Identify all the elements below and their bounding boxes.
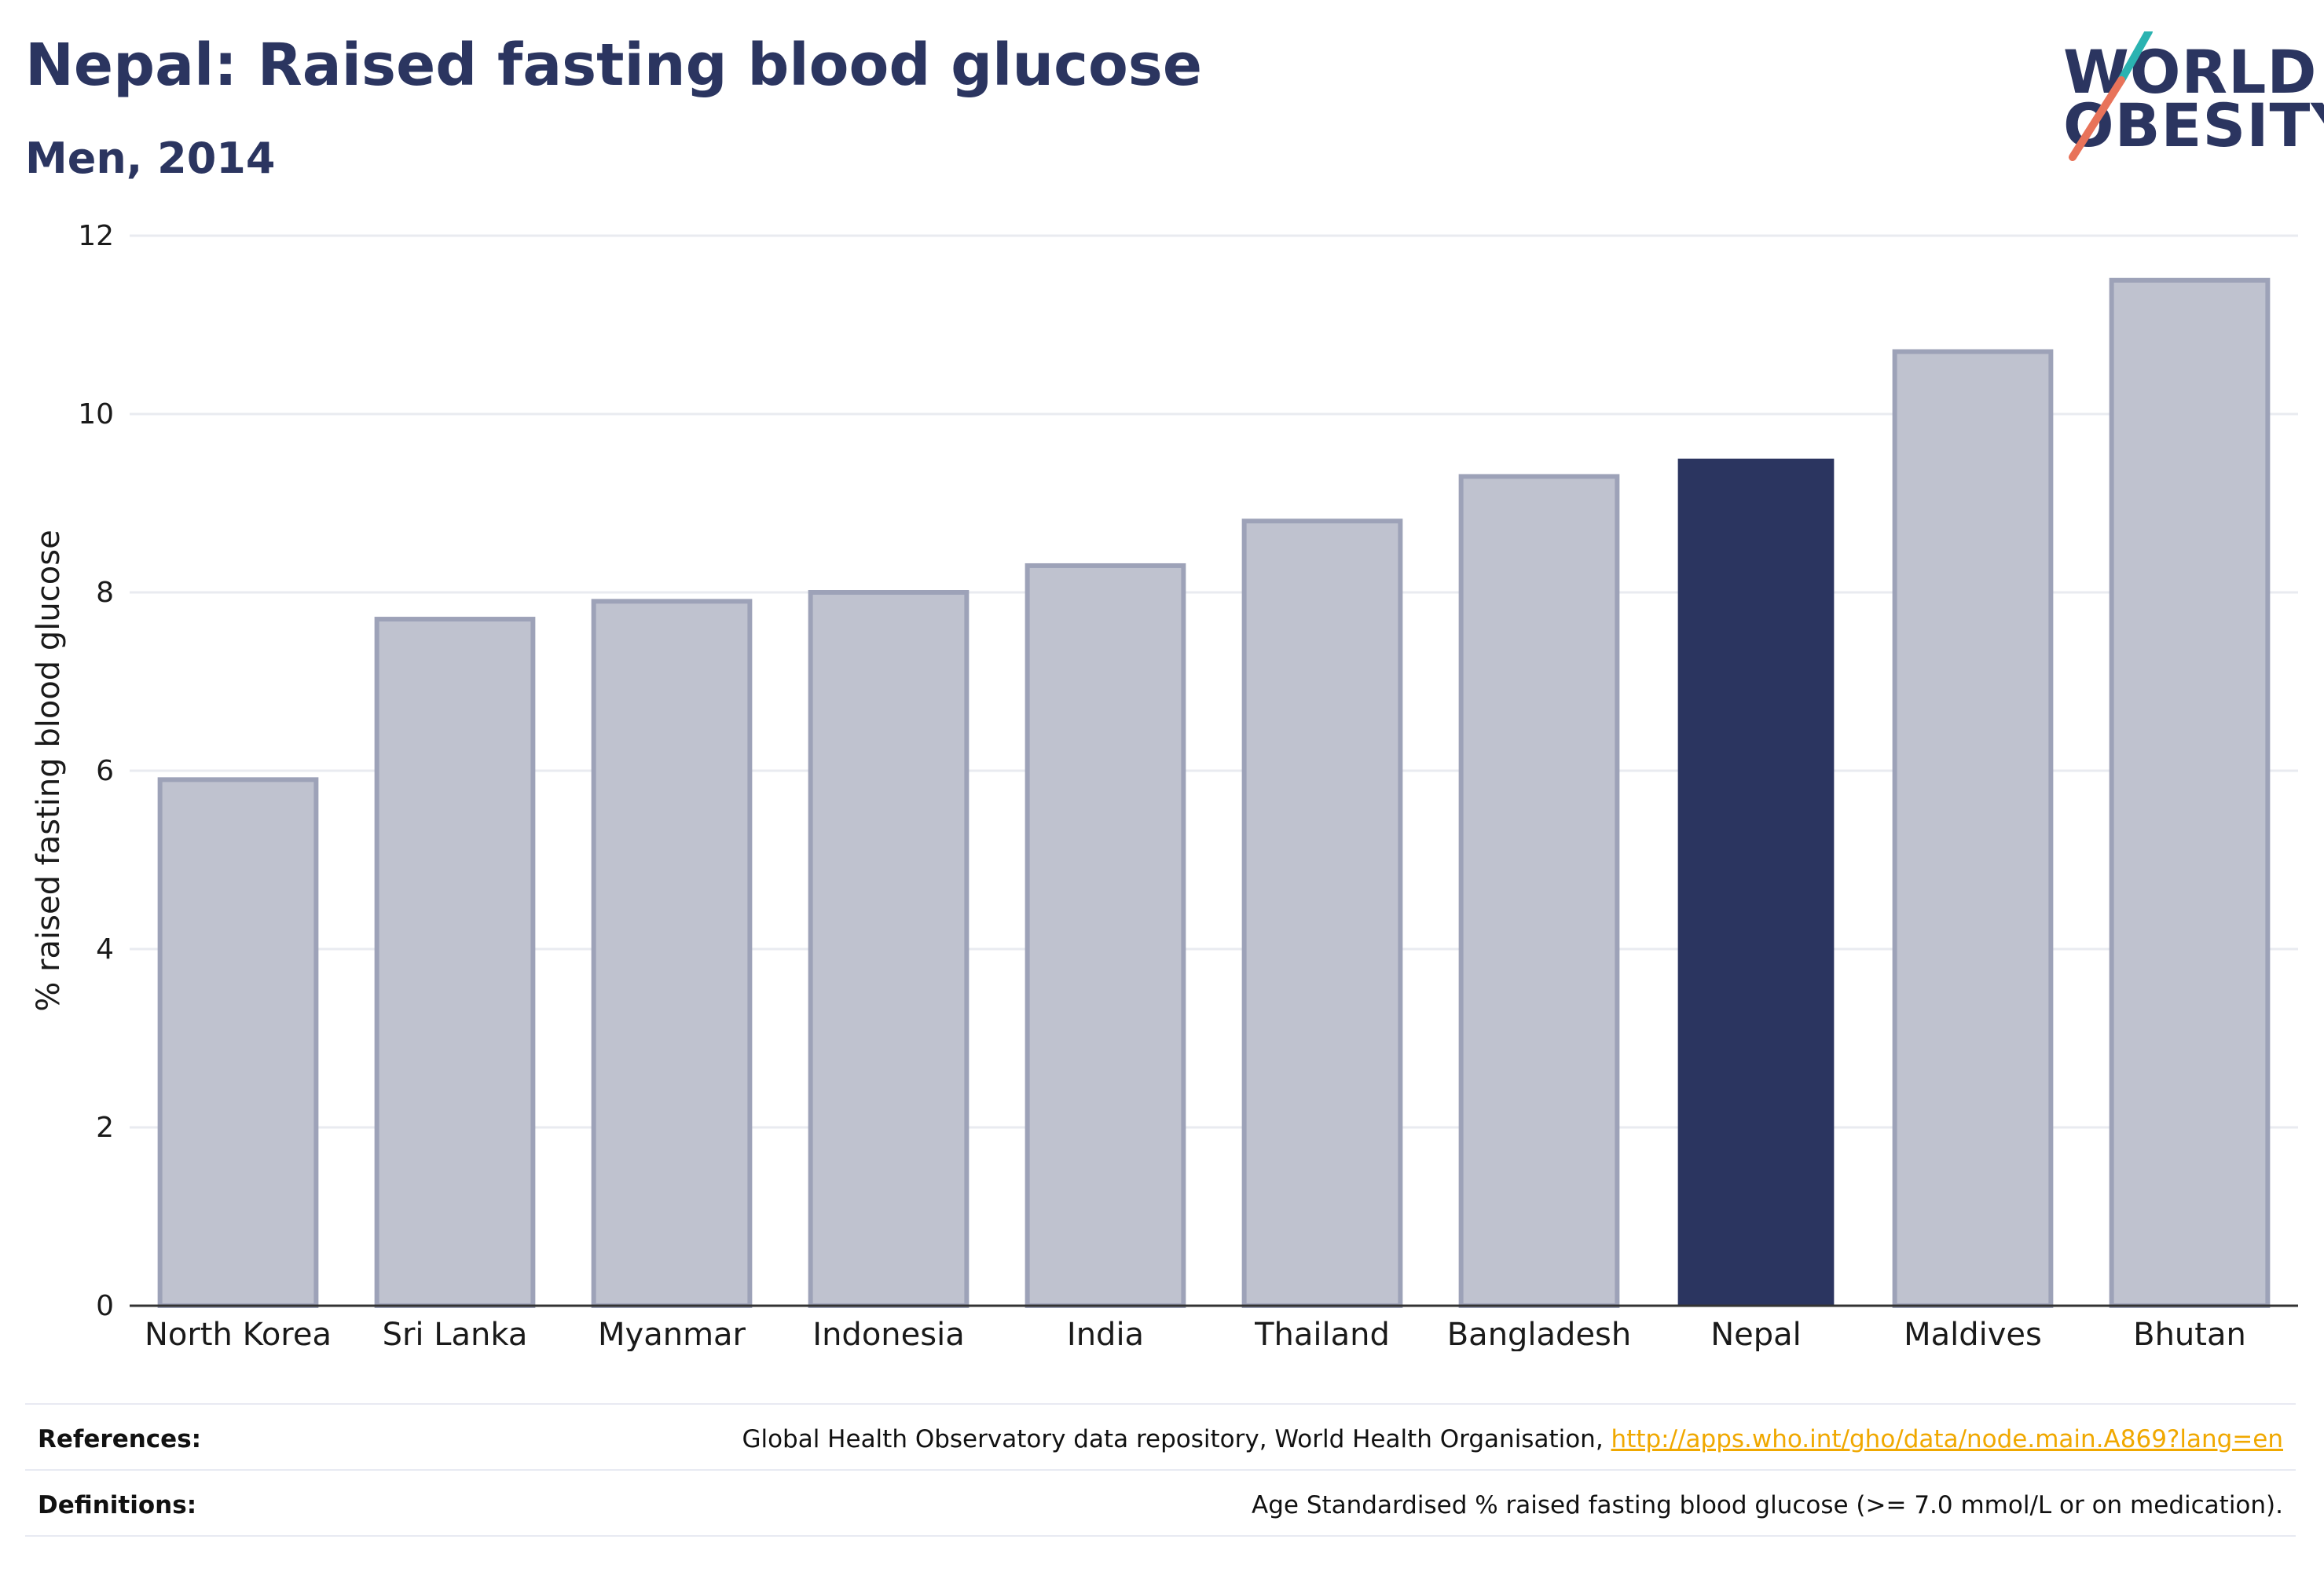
- x-tick-label: Maldives: [1904, 1317, 2042, 1351]
- y-tick-label: 4: [96, 933, 114, 966]
- x-tick-label: Bhutan: [2133, 1317, 2246, 1351]
- bar-india: [1025, 563, 1186, 1308]
- x-tick-label: India: [1067, 1317, 1144, 1351]
- y-tick-label: 0: [96, 1290, 114, 1322]
- y-tick-label: 10: [78, 398, 114, 431]
- x-tick-label: Nepal: [1710, 1317, 1802, 1351]
- x-tick-label: Indonesia: [812, 1317, 964, 1351]
- bars: [157, 277, 2271, 1309]
- references-source: Global Health Observatory data repositor…: [742, 1425, 1611, 1453]
- logo-slash-icon: [2069, 31, 2153, 161]
- y-tick-label: 6: [96, 755, 114, 787]
- definitions-label: Definitions:: [38, 1491, 197, 1519]
- x-tick-label: Thailand: [1254, 1317, 1390, 1351]
- y-axis-label: % raised fasting blood glucose: [31, 530, 67, 1011]
- x-tick-label: Myanmar: [598, 1317, 746, 1351]
- x-tick-label: Sri Lanka: [383, 1317, 528, 1351]
- bar-thailand: [1241, 519, 1403, 1308]
- references-link[interactable]: http://apps.who.int/gho/data/node.main.A…: [1611, 1425, 2283, 1453]
- bar-bangladesh: [1458, 474, 1620, 1309]
- bar-nepal: [1677, 458, 1835, 1306]
- definitions-row: Definitions: Age Standardised % raised f…: [25, 1472, 2296, 1535]
- y-tick-label: 2: [96, 1112, 114, 1144]
- bar-myanmar: [591, 599, 753, 1308]
- definitions-text: Age Standardised % raised fasting blood …: [1252, 1491, 2283, 1519]
- bar-north-korea: [157, 777, 319, 1308]
- page-title: Nepal: Raised fasting blood glucose: [25, 31, 1203, 99]
- y-tick-label: 8: [96, 577, 114, 609]
- bar-sri-lanka: [374, 617, 536, 1308]
- bar-bhutan: [2109, 277, 2271, 1308]
- footer-divider-middle: [25, 1469, 2296, 1471]
- references-text: Global Health Observatory data repositor…: [742, 1425, 2283, 1453]
- footer-divider-bottom: [25, 1535, 2296, 1537]
- page-subtitle: Men, 2014: [25, 134, 276, 183]
- footer-divider-top: [25, 1403, 2296, 1405]
- references-label: References:: [38, 1425, 202, 1453]
- bar-indonesia: [808, 590, 970, 1308]
- bar-chart: 0 2 4 6 8 10 12 North Korea Sri Lanka Myanmar Indo…: [31, 220, 2298, 1351]
- axes: 0 2 4 6 8 10 12 North Korea Sri Lanka Myanmar Indo…: [78, 220, 2298, 1351]
- references-row: References: Global Health Observatory da…: [25, 1406, 2296, 1469]
- x-tick-label: North Korea: [145, 1317, 332, 1351]
- world-obesity-logo: WORLD OBESITY: [2035, 31, 2324, 173]
- x-tick-label: Bangladesh: [1447, 1317, 1632, 1351]
- y-tick-label: 12: [78, 220, 114, 252]
- bar-maldives: [1892, 349, 2054, 1308]
- logo-text-line1: WORLD: [2063, 37, 2318, 107]
